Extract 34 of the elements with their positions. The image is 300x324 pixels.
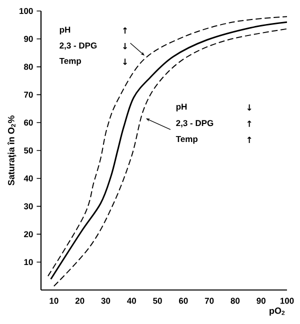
y-tick-label: 100 xyxy=(20,8,33,14)
y-tick-label: 50 xyxy=(24,147,33,154)
x-tick-label: 60 xyxy=(179,298,188,304)
annotation: ↑ xyxy=(247,120,252,127)
y-tick-label: 10 xyxy=(24,259,33,266)
annotation: ↓ xyxy=(123,43,127,50)
y-tick-label: 60 xyxy=(24,120,33,126)
annotation: ↓ xyxy=(123,58,127,65)
annotation: ↑ xyxy=(123,27,127,34)
y-tick-label: 40 xyxy=(24,175,33,182)
x-tick-label: 30 xyxy=(101,298,110,304)
y-tick-label: 30 xyxy=(24,203,33,210)
y-tick-label: 80 xyxy=(24,64,33,70)
x-tick-label: 50 xyxy=(153,298,162,304)
annotation: 2,3 - DPG xyxy=(176,120,214,128)
annotation: ↑ xyxy=(247,136,252,144)
annotation: ↓ xyxy=(247,104,252,111)
annotation: pH xyxy=(60,26,70,34)
x-tick-label: 70 xyxy=(204,298,214,304)
y-tick-label: 90 xyxy=(24,36,33,42)
x-tick-label: 20 xyxy=(75,298,84,304)
x-tick-label: 10 xyxy=(50,298,58,304)
y-axis-title: Saturaţia în O$_{2}$% xyxy=(8,116,16,186)
x-axis-title: pO$_{2}$ xyxy=(270,308,285,316)
x-tick-label: 100 xyxy=(280,298,294,304)
x-tick-label: 80 xyxy=(230,298,240,304)
x-tick-label: 90 xyxy=(256,298,266,304)
x-tick-label: 40 xyxy=(127,298,136,304)
y-tick-label: 70 xyxy=(24,92,33,98)
annotation: 2,3 - DPG xyxy=(60,42,97,50)
annotation: Temp xyxy=(59,58,82,66)
annotation: pH xyxy=(176,104,187,112)
y-tick-label: 20 xyxy=(24,231,33,238)
annotation: Temp xyxy=(176,136,198,144)
